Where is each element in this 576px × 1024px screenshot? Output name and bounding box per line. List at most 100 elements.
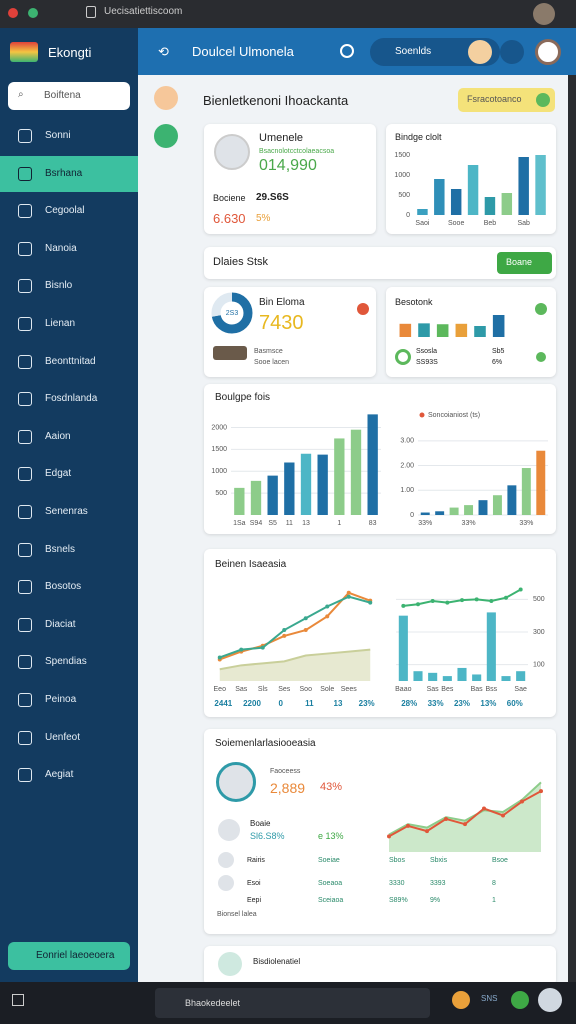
search[interactable]: ⌕ Boiftena: [8, 82, 130, 110]
icon[interactable]: [154, 124, 178, 148]
icon[interactable]: [12, 994, 24, 1006]
nav-label: Uenfeot: [45, 731, 81, 743]
nav-item[interactable]: Fosdnlanda: [0, 381, 138, 417]
chart: Eeo Sas Sls Ses Soo Sole Sees 2441 2200 0 11 13 23%: [214, 590, 375, 708]
topbar: ⟲ Doulcel Ulmonela Soenlds: [138, 28, 576, 75]
nav-item[interactable]: Bosotos: [0, 569, 138, 605]
nav-icon: [18, 542, 32, 557]
nav-label: Bisnlo: [45, 280, 73, 292]
nav-item[interactable]: Peinoa: [0, 682, 138, 718]
nav-item[interactable]: Senenras: [0, 494, 138, 530]
nav-item[interactable]: Nanoia: [0, 231, 138, 267]
bar: [472, 674, 482, 681]
nav-item[interactable]: Spendias: [0, 644, 138, 680]
donut: 2S3: [211, 292, 253, 334]
app[interactable]: Bhaokedeelet: [155, 988, 430, 1018]
chart-title: Beinen Isaeasia: [215, 559, 287, 570]
bar: [536, 450, 546, 515]
point: [474, 597, 479, 602]
line: [403, 588, 522, 607]
axis-note: 2441: [214, 699, 232, 708]
header-button[interactable]: Fsracotoanco: [458, 88, 555, 112]
title: Bin Eloma: [259, 297, 305, 308]
bar: [464, 505, 474, 515]
icon[interactable]: [154, 86, 178, 110]
nav-item[interactable]: Uenfeot: [0, 720, 138, 756]
bar: [455, 323, 468, 337]
icon[interactable]: [511, 991, 529, 1009]
x-tick-label: 11: [286, 520, 293, 527]
point: [239, 647, 244, 652]
point: [282, 628, 287, 633]
label: Sb5: [492, 348, 505, 355]
point: [303, 628, 308, 633]
nav-item[interactable]: Edgat: [0, 456, 138, 492]
point: [518, 587, 523, 592]
section-button[interactable]: Boane: [497, 252, 552, 274]
stat: 6.630: [213, 211, 246, 226]
x-tick-label: 33%: [462, 520, 476, 527]
nav-label: Bsnels: [45, 543, 76, 555]
bar: [521, 468, 531, 515]
bar: [398, 615, 408, 681]
bar: [474, 326, 486, 337]
x-tick-label: Beb: [484, 220, 497, 227]
table-cell: 3393: [430, 880, 446, 887]
tab-title[interactable]: Uecisatiettiscoom: [104, 6, 183, 17]
bar: [516, 671, 526, 681]
button-text: Fsracotoanco: [467, 94, 522, 104]
bar: [535, 155, 546, 215]
x-tick-label: Eeo: [214, 686, 227, 693]
person-pct: e 13%: [318, 831, 344, 841]
nav-item[interactable]: Beonttnitad: [0, 344, 138, 380]
profile-card: Soiemenlarlasiooeasia Faoceess 2,889 43%…: [204, 729, 556, 934]
browser-bar: Uecisatiettiscoom: [0, 0, 576, 28]
tray-text: SNS: [481, 994, 498, 1003]
icon[interactable]: [452, 991, 470, 1009]
avatar[interactable]: [538, 988, 562, 1012]
point: [430, 598, 435, 603]
icon: [395, 349, 411, 365]
table-cell: Esoi: [247, 880, 261, 887]
avatar[interactable]: [535, 39, 561, 65]
icon[interactable]: [500, 40, 524, 64]
axis-note: 11: [305, 699, 314, 708]
point: [260, 645, 265, 650]
y-tick-label: 500: [215, 490, 227, 497]
point: [325, 614, 330, 619]
nav-label: Fosdnlanda: [45, 393, 98, 405]
nav-item[interactable]: Cegoolal: [0, 193, 138, 229]
person-value: Sl6.S8%: [250, 831, 285, 841]
nav-item[interactable]: Bisnlo: [0, 268, 138, 304]
footer-button[interactable]: Eonriel laeoeoera: [8, 942, 130, 970]
line: [388, 781, 542, 836]
icon: [536, 352, 546, 362]
sidebar: Ekongti ⌕ Boiftena Eonriel laeoeoera Son…: [0, 28, 138, 982]
nav-label: Nanoia: [45, 242, 77, 254]
x-tick-label: Sls: [258, 686, 268, 693]
name: Umenele: [259, 132, 304, 144]
point: [217, 655, 222, 660]
user-icon[interactable]: [340, 44, 354, 58]
y-tick-label: 1000: [211, 468, 227, 475]
bar: [478, 500, 488, 515]
chart: 0 1.00 2.00 3.00 Soncoianiost (ts) 33% 33% 33%: [400, 412, 548, 527]
avatar[interactable]: [468, 40, 492, 64]
table-cell: Sbxis: [430, 857, 448, 864]
nav-item[interactable]: Diaciat: [0, 607, 138, 643]
nav-item[interactable]: Aaion: [0, 419, 138, 455]
table-cell: 9%: [430, 897, 441, 904]
point: [282, 633, 287, 638]
nav-item[interactable]: Lienan: [0, 306, 138, 342]
nav-icon: [18, 317, 32, 331]
avatar: [214, 134, 250, 170]
nav-item[interactable]: Sonni: [0, 118, 138, 154]
pie-slice: [211, 292, 253, 334]
avatar[interactable]: [533, 3, 555, 25]
nav-item[interactable]: Bsnels: [0, 532, 138, 568]
nav-item[interactable]: Aegiat: [0, 757, 138, 793]
nav-item[interactable]: Bsrhana: [0, 155, 138, 192]
y-tick-label: 1500: [211, 446, 227, 453]
table-cell: S89%: [389, 897, 408, 904]
x-tick-label: Baao: [395, 686, 411, 693]
